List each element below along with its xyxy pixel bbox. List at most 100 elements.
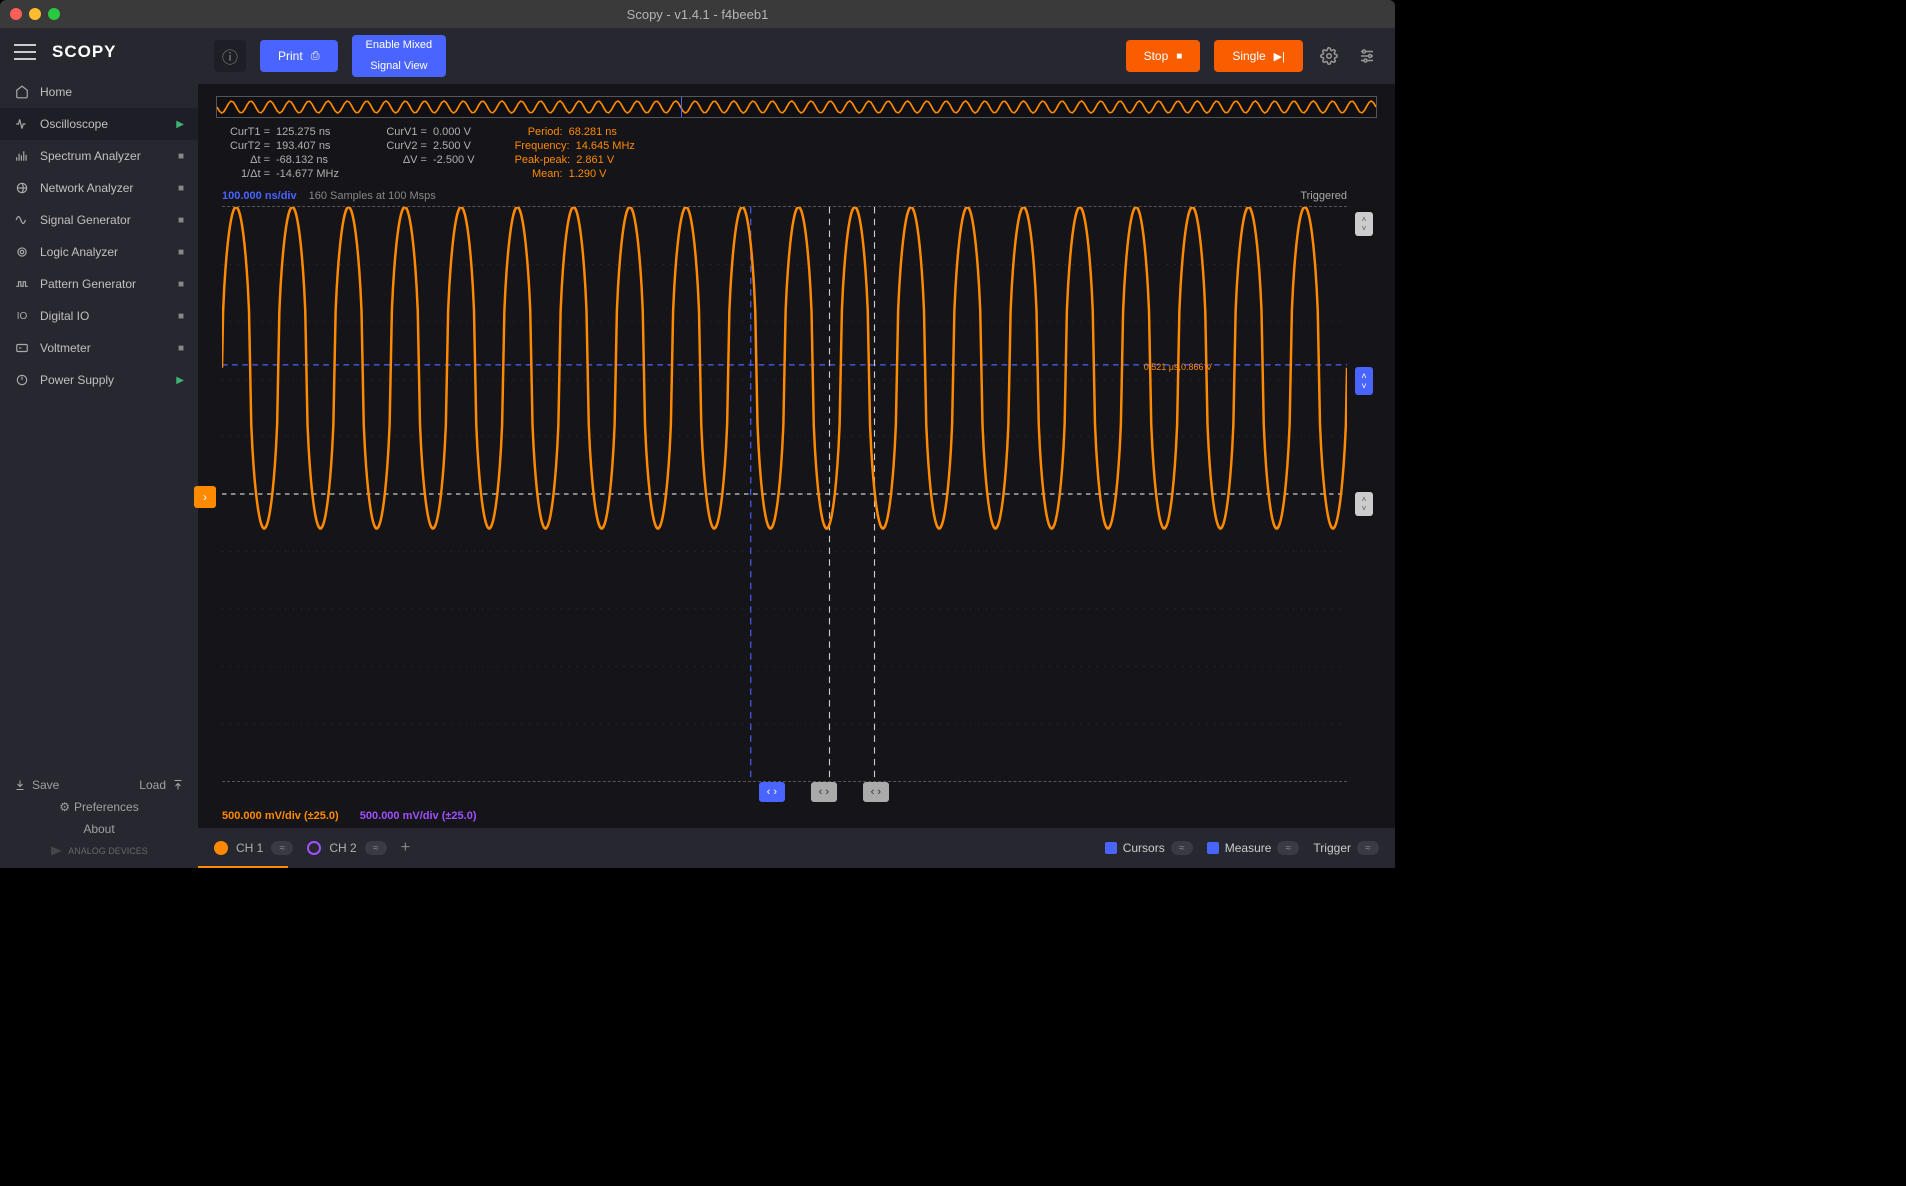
sliders-icon[interactable] bbox=[1355, 44, 1379, 68]
sidebar-item-label: Voltmeter bbox=[40, 341, 91, 355]
time-cursor-handles: ‹ › ‹ › ‹ › bbox=[216, 782, 1347, 802]
sidebar-item-power[interactable]: Power Supply ▶ bbox=[0, 364, 198, 396]
overview-strip[interactable] bbox=[216, 96, 1377, 118]
load-button[interactable]: Load bbox=[139, 778, 184, 792]
trigger-status: Triggered bbox=[1300, 190, 1347, 202]
logo-row: SCOPY bbox=[0, 28, 198, 76]
trigger-handle-2[interactable]: ˄˅ bbox=[1355, 492, 1373, 516]
trigger-settings-icon[interactable]: ≈ bbox=[1357, 841, 1379, 855]
ch2-voltdiv: 500.000 mV/div (±25.0) bbox=[360, 810, 477, 822]
sidebar-item-label: Network Analyzer bbox=[40, 181, 133, 195]
logic-icon bbox=[14, 244, 30, 260]
ch1-voltdiv: 500.000 mV/div (±25.0) bbox=[222, 810, 339, 822]
sidebarted-bind-label: Signal Generator bbox=[40, 213, 131, 227]
trigger-toggle[interactable]: Trigger ≈ bbox=[1313, 841, 1379, 855]
measure-settings-icon[interactable]: ≈ bbox=[1277, 841, 1299, 855]
sidebar-item-label: Spectrum Analyzer bbox=[40, 149, 141, 163]
stop-button[interactable]: Stop ■ bbox=[1126, 40, 1201, 72]
stop-icon: ■ bbox=[178, 215, 184, 226]
volt-per-div: 500.000 mV/div (±25.0) 500.000 mV/div (±… bbox=[216, 810, 1377, 822]
stop-icon: ■ bbox=[178, 151, 184, 162]
square-icon bbox=[1105, 842, 1117, 854]
close-icon[interactable] bbox=[10, 8, 22, 20]
sidebar-item-siggen[interactable]: Signal Generator ■ bbox=[0, 204, 198, 236]
sidebar-item-label: Digital IO bbox=[40, 309, 89, 323]
channel-2[interactable]: CH 2 ≈ bbox=[307, 841, 386, 855]
trigger-handle[interactable]: ˄˅ bbox=[1355, 212, 1373, 236]
scope-area: › ˄˅ ˄˅ ˄˅ 0.521 μs,0.866 V ‹ › ‹ › ‹ › bbox=[216, 206, 1377, 802]
sidebar-item-home[interactable]: Home bbox=[0, 76, 198, 108]
stop-icon: ■ bbox=[178, 183, 184, 194]
main: ⓘ Print ⎙ Enable Mixed Signal View Stop … bbox=[198, 28, 1395, 868]
sidebar-item-network[interactable]: Network Analyzer ■ bbox=[0, 172, 198, 204]
mixed-signal-button[interactable]: Enable Mixed Signal View bbox=[352, 35, 447, 77]
print-button[interactable]: Print ⎙ bbox=[260, 40, 338, 72]
sidebar-item-label: Home bbox=[40, 85, 72, 99]
timebase: 100.000 ns/div bbox=[222, 190, 297, 202]
measurements: CurT1 =125.275 nsCurT2 =193.407 nsΔt =-6… bbox=[216, 126, 1377, 180]
add-channel-button[interactable]: + bbox=[401, 839, 410, 857]
vertical-cursor-handle[interactable]: ˄˅ bbox=[1355, 367, 1373, 395]
titlebar: Scopy - v1.4.1 - f4beeb1 bbox=[0, 0, 1395, 28]
active-channel-underline bbox=[198, 866, 288, 868]
channel-1[interactable]: CH 1 ≈ bbox=[214, 841, 293, 855]
sidebar-item-pattern[interactable]: Pattern Generator ■ bbox=[0, 268, 198, 300]
single-button[interactable]: Single ▶| bbox=[1214, 40, 1303, 72]
maximize-icon[interactable] bbox=[48, 8, 60, 20]
signal-icon bbox=[14, 212, 30, 228]
workarea: CurT1 =125.275 nsCurT2 =193.407 nsΔt =-6… bbox=[198, 84, 1395, 828]
ch1-settings-icon[interactable]: ≈ bbox=[271, 841, 293, 855]
stop-icon: ■ bbox=[178, 279, 184, 290]
app-window: Scopy - v1.4.1 - f4beeb1 SCOPY Home Osci… bbox=[0, 0, 1395, 868]
cursor-readout: 0.521 μs,0.866 V bbox=[1144, 362, 1212, 372]
overview-cursor[interactable] bbox=[681, 97, 682, 117]
play-icon: ▶ bbox=[176, 119, 184, 130]
measure-toggle[interactable]: Measure ≈ bbox=[1207, 841, 1300, 855]
sidebar-item-voltmeter[interactable]: Voltmeter ■ bbox=[0, 332, 198, 364]
scope-header: 100.000 ns/div 160 Samples at 100 Msps T… bbox=[216, 190, 1377, 202]
logo: SCOPY bbox=[52, 42, 117, 62]
stop-icon: ■ bbox=[1176, 51, 1182, 62]
sidebar-item-spectrum[interactable]: Spectrum Analyzer ■ bbox=[0, 140, 198, 172]
traffic-lights bbox=[10, 8, 60, 20]
voltmeter-icon bbox=[14, 340, 30, 356]
preferences-button[interactable]: ⚙Preferences bbox=[14, 800, 184, 814]
power-icon bbox=[14, 372, 30, 388]
analog-devices-logo: ANALOG DEVICES bbox=[14, 844, 184, 858]
about-button[interactable]: About bbox=[14, 822, 184, 836]
samples-info: 160 Samples at 100 Msps bbox=[309, 190, 436, 202]
network-icon bbox=[14, 180, 30, 196]
hamburger-icon[interactable] bbox=[14, 44, 36, 60]
sidebar-item-oscilloscope[interactable]: Oscilloscope ▶ bbox=[0, 108, 198, 140]
cursors-settings-icon[interactable]: ≈ bbox=[1171, 841, 1193, 855]
info-button[interactable]: ⓘ bbox=[214, 40, 246, 72]
toolbar: ⓘ Print ⎙ Enable Mixed Signal View Stop … bbox=[198, 28, 1395, 84]
ch2-settings-icon[interactable]: ≈ bbox=[365, 841, 387, 855]
time-cursor-handle-1[interactable]: ‹ › bbox=[759, 782, 785, 802]
time-cursor-handle-3[interactable]: ‹ › bbox=[863, 782, 889, 802]
sidebar-item-label: Pattern Generator bbox=[40, 277, 136, 291]
settings-icon[interactable] bbox=[1317, 44, 1341, 68]
stop-icon: ■ bbox=[178, 311, 184, 322]
print-icon: ⎙ bbox=[311, 50, 320, 63]
minimize-icon[interactable] bbox=[29, 8, 41, 20]
overview-wave bbox=[217, 97, 1376, 117]
nav: Home Oscilloscope ▶ Spectrum Analyzer ■ … bbox=[0, 76, 198, 768]
channel-offset-handle[interactable]: › bbox=[194, 486, 216, 508]
play-icon: ▶ bbox=[176, 375, 184, 386]
cursors-toggle[interactable]: Cursors ≈ bbox=[1105, 841, 1193, 855]
sidebar-item-logic[interactable]: Logic Analyzer ■ bbox=[0, 236, 198, 268]
ch1-color-icon bbox=[214, 841, 228, 855]
next-icon: ▶| bbox=[1274, 50, 1285, 63]
save-button[interactable]: Save bbox=[14, 778, 59, 792]
scope-canvas[interactable]: 0.521 μs,0.866 V bbox=[222, 206, 1347, 782]
footer: CH 1 ≈ CH 2 ≈ + Cursors ≈ Measure bbox=[198, 828, 1395, 868]
sidebar-bottom: Save Load ⚙Preferences About ANALOG DEVI… bbox=[0, 768, 198, 868]
ch2-color-icon bbox=[307, 841, 321, 855]
sidebar-item-label: Logic Analyzer bbox=[40, 245, 118, 259]
sidebar-item-digitalio[interactable]: IO Digital IO ■ bbox=[0, 300, 198, 332]
square-icon bbox=[1207, 842, 1219, 854]
sidebar: SCOPY Home Oscilloscope ▶ Spectrum Analy… bbox=[0, 28, 198, 868]
time-cursor-handle-2[interactable]: ‹ › bbox=[811, 782, 837, 802]
io-icon: IO bbox=[14, 308, 30, 324]
